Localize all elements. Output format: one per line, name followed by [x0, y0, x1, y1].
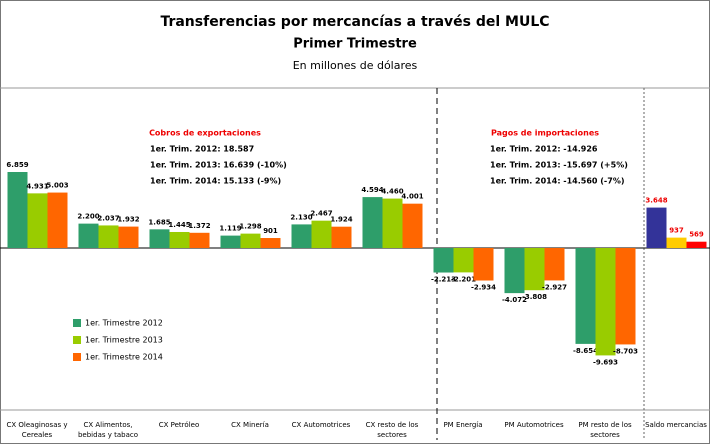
value-label: 937: [669, 227, 684, 235]
bar: [220, 235, 241, 249]
x-tick-label: PM resto de los sectores: [578, 421, 632, 439]
bar: [27, 193, 48, 249]
value-label: 1.932: [117, 216, 139, 224]
legend-swatch: [73, 319, 81, 327]
value-label: -8.654: [573, 347, 598, 355]
bar: [453, 248, 474, 273]
bar: [149, 229, 170, 249]
value-label: 569: [689, 231, 704, 239]
bar: [260, 238, 281, 249]
value-label: -4.072: [502, 296, 527, 304]
bar: [595, 248, 616, 356]
chart-subtitle: Primer Trimestre: [293, 37, 417, 52]
x-tick-label: CX Oleaginosas y Cereales: [6, 421, 68, 439]
bar: [291, 224, 312, 249]
value-label: -2.213: [431, 276, 456, 284]
x-tick-label: CX Petróleo: [158, 421, 200, 429]
value-label: 1.685: [148, 218, 170, 226]
x-tick-label: CX Alimentos, bebidas y tabaco: [77, 421, 138, 439]
value-label: 5.003: [46, 182, 68, 190]
unit-label: En millones de dólares: [293, 59, 418, 72]
value-label: -2.927: [542, 283, 567, 291]
value-label: 4.001: [401, 193, 423, 201]
value-label: 1.445: [168, 221, 190, 229]
bar: [240, 233, 261, 249]
value-label: 6.859: [6, 161, 28, 169]
annotation-line: 1er. Trim. 2012: 18.587: [150, 145, 254, 154]
bar: [575, 248, 596, 344]
bar: [473, 248, 494, 281]
value-label: 2.130: [290, 213, 312, 221]
annotation-title: Pagos de importaciones: [491, 129, 599, 138]
bar: [118, 226, 139, 249]
annotation-line: 1er. Trim. 2013: -15.697 (+5%): [490, 161, 628, 170]
value-label: 1.298: [239, 223, 261, 231]
value-label: -9.693: [593, 358, 618, 366]
bar: [504, 248, 525, 294]
bar: [362, 197, 383, 249]
value-label: -2.934: [471, 284, 496, 292]
bar: [646, 207, 667, 249]
bar: [78, 223, 99, 249]
annotation-line: 1er. Trim. 2014: -14.560 (-7%): [490, 177, 625, 186]
value-label: 2.467: [310, 210, 332, 218]
bar: [433, 248, 454, 273]
bar: [402, 203, 423, 249]
legend-swatch: [73, 353, 81, 361]
value-label: 1.372: [188, 222, 210, 230]
bar: [382, 198, 403, 249]
value-label: 901: [263, 227, 278, 235]
value-label: 4.931: [26, 182, 48, 190]
x-tick-label: CX Minería: [231, 421, 269, 429]
value-label: -8.703: [613, 347, 638, 355]
annotation-line: 1er. Trim. 2013: 16.639 (-10%): [150, 161, 287, 170]
legend-label: 1er. Trimestre 2012: [85, 319, 163, 328]
bar: [524, 248, 545, 291]
bar: [331, 226, 352, 249]
legend-swatch: [73, 336, 81, 344]
value-label: 2.200: [77, 213, 99, 221]
bar: [47, 192, 68, 249]
bar: [686, 241, 707, 249]
value-label: 4.460: [381, 188, 403, 196]
x-tick-label: PM Energía: [443, 421, 483, 429]
value-label: 1.924: [330, 216, 352, 224]
bar: [666, 237, 687, 249]
annotation-line: 1er. Trim. 2012: -14.926: [490, 145, 598, 154]
value-label: 3.648: [645, 197, 667, 205]
x-tick-label: PM Automotrices: [504, 421, 564, 429]
value-label: -2.201: [451, 275, 476, 283]
value-label: 1.119: [219, 225, 241, 233]
bar: [98, 225, 119, 249]
chart-title: Transferencias por mercancías a través d…: [160, 14, 549, 30]
bar: [544, 248, 565, 281]
legend-label: 1er. Trimestre 2013: [85, 336, 163, 345]
value-label: -3.808: [522, 293, 547, 301]
bar: [311, 220, 332, 249]
bar: [189, 232, 210, 249]
value-label: 4.594: [361, 186, 383, 194]
annotation-line: 1er. Trim. 2014: 15.133 (-9%): [150, 177, 281, 186]
x-tick-label: CX resto de los sectores: [365, 421, 419, 439]
annotation-title: Cobros de exportaciones: [149, 129, 261, 138]
x-tick-label: Saldo mercancias: [645, 421, 707, 429]
legend-label: 1er. Trimestre 2014: [85, 353, 163, 362]
value-label: 2.037: [97, 214, 119, 222]
bar: [615, 248, 636, 345]
x-tick-label: CX Automotrices: [291, 421, 351, 429]
bar: [169, 231, 190, 249]
bar: [7, 172, 28, 249]
